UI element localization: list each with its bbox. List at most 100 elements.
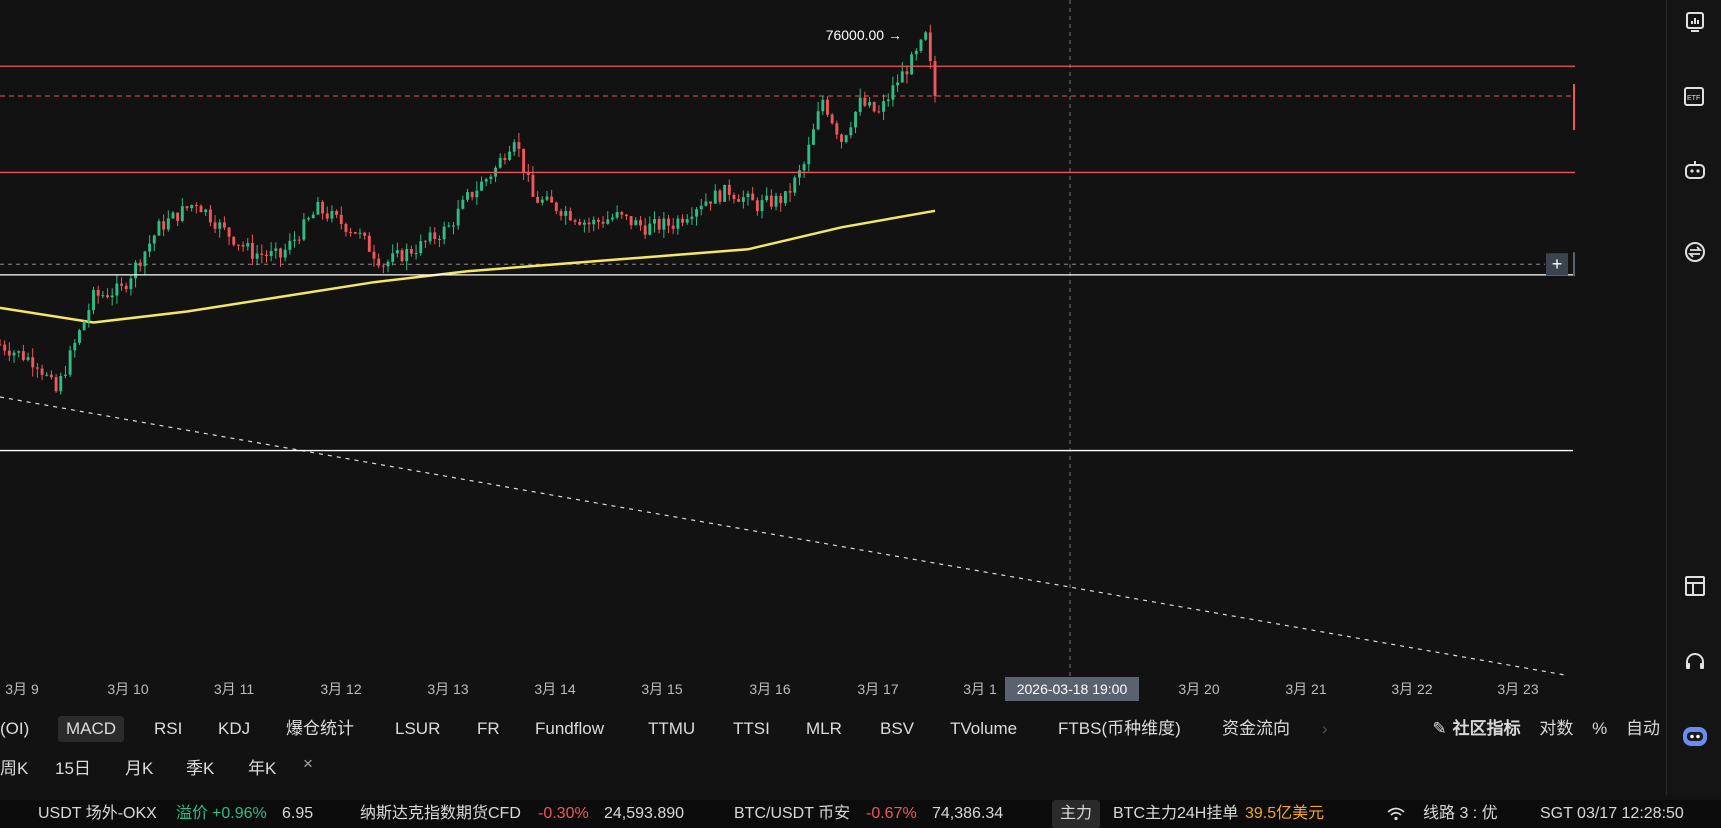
tab-macd[interactable]: MACD — [58, 716, 125, 742]
price-tag-bg — [1573, 84, 1575, 109]
candle-body — [0, 344, 2, 346]
candle-body — [381, 265, 385, 267]
more-tabs-indicator: › — [1322, 719, 1328, 738]
candle-body — [788, 191, 792, 193]
tab-fund-flow-direction[interactable]: 资金流向 — [1222, 719, 1290, 738]
candle-body — [919, 39, 923, 51]
tab-mlr[interactable]: MLR — [806, 719, 842, 738]
etf-icon[interactable]: ETF — [1681, 82, 1709, 110]
assistant-icon[interactable] — [1681, 722, 1709, 750]
candle-body — [601, 221, 605, 224]
candle-body — [653, 218, 656, 224]
x-tick-label: 3月 21 — [1285, 681, 1326, 697]
candle-body — [269, 250, 273, 257]
community-indicators-button[interactable]: 社区指标 — [1452, 719, 1521, 738]
tab-oi[interactable]: (OI) — [0, 719, 30, 738]
candle-body — [779, 195, 783, 204]
edit-icon[interactable]: ✎ — [1432, 719, 1447, 738]
bot-icon[interactable] — [1681, 156, 1709, 184]
grid-lines — [0, 0, 1575, 678]
price-level-lines[interactable] — [0, 65, 1575, 452]
candle-body — [307, 218, 310, 220]
candlestick-chart-svg[interactable]: 76000.0075000.0074000.0073000.0072000.00… — [0, 0, 1575, 705]
log-scale-toggle[interactable]: 对数 — [1539, 719, 1574, 738]
cursor-time-bg — [1005, 677, 1139, 701]
candle-body — [709, 201, 713, 204]
candle-body — [199, 205, 203, 213]
x-tick-label: 3月 9 — [5, 681, 39, 697]
candle-body — [288, 240, 292, 250]
usdt-otc-label[interactable]: USDT 场外-OKX — [38, 805, 157, 822]
candle-body — [854, 111, 857, 128]
candle-body — [395, 250, 399, 254]
main-force-badge: 主力 — [1052, 800, 1101, 828]
candle-body — [886, 99, 890, 102]
btc-label[interactable]: BTC/USDT 币安 — [734, 805, 851, 822]
candle-body — [339, 214, 343, 225]
swap-icon[interactable] — [1681, 238, 1709, 266]
candle-body — [877, 111, 881, 113]
period-year[interactable]: 年K — [248, 759, 277, 778]
tab-bsv[interactable]: BSV — [880, 719, 915, 738]
percent-toggle[interactable]: % — [1592, 719, 1608, 738]
candle-body — [335, 210, 339, 215]
candle-body — [26, 357, 30, 360]
period-15-day[interactable]: 15日 — [55, 759, 91, 778]
candle-body — [428, 232, 432, 242]
candle-body — [17, 351, 21, 353]
period-quarter[interactable]: 季K — [186, 759, 215, 778]
candle-body — [620, 212, 624, 215]
candle-body — [657, 218, 661, 230]
candle-body — [526, 172, 530, 175]
tab-lsur[interactable]: LSUR — [395, 719, 441, 738]
tab-ttsi[interactable]: TTSI — [733, 719, 770, 738]
tab-rsi[interactable]: RSI — [154, 719, 183, 738]
candle-body — [554, 202, 558, 212]
tab-kdj[interactable]: KDJ — [218, 719, 251, 738]
candle-body — [802, 164, 806, 171]
period-week[interactable]: 周K — [0, 759, 29, 778]
tab-fr[interactable]: FR — [477, 719, 500, 738]
candle-body — [461, 199, 465, 209]
close-icon[interactable]: × — [303, 754, 313, 773]
candle-body — [49, 374, 53, 378]
tab-ftbs[interactable]: FTBS(币种维度) — [1058, 719, 1181, 738]
tab-liquidation-stats[interactable]: 爆仓统计 — [286, 719, 354, 738]
candle-body — [690, 216, 694, 219]
candle-body — [31, 357, 35, 368]
x-tick-label: 3月 15 — [641, 681, 682, 697]
candle-body — [625, 214, 628, 217]
candle-body — [610, 217, 614, 220]
add-alert-button[interactable] — [1546, 253, 1568, 276]
premium-label: 溢价 — [176, 805, 209, 822]
right-sidebar: ETF — [1666, 0, 1721, 795]
headset-icon[interactable] — [1681, 648, 1709, 676]
x-tick-label: 3月 14 — [534, 681, 575, 697]
tab-tvolume[interactable]: TVolume — [950, 719, 1018, 738]
candle-body — [797, 170, 801, 178]
price-chart[interactable]: 76000.0075000.0074000.0073000.0072000.00… — [0, 0, 1575, 705]
candle-body — [180, 206, 184, 221]
candle-body — [246, 243, 250, 247]
connection-line-status[interactable]: 线路 3 : 优 — [1423, 805, 1498, 822]
tab-fundflow[interactable]: Fundflow — [535, 719, 604, 738]
high-marker-label: 76000.00 → — [826, 27, 902, 43]
candle-body — [353, 232, 357, 234]
candle-body — [185, 206, 189, 209]
candle-body — [718, 190, 722, 202]
layout-icon[interactable] — [1681, 572, 1709, 600]
info-panel-icon[interactable] — [1681, 8, 1709, 36]
candle-body — [106, 295, 109, 298]
candle-body — [741, 197, 745, 202]
main-force-label[interactable]: BTC主力24H挂单 — [1113, 805, 1239, 822]
x-tick-label: 3月 17 — [857, 681, 898, 697]
candle-body — [251, 243, 254, 259]
candle-body — [840, 134, 843, 142]
x-tick-label: 3月 10 — [107, 681, 148, 697]
tab-ttmu[interactable]: TTMU — [648, 719, 696, 738]
x-tick-label: 3月 23 — [1497, 681, 1538, 697]
nasdaq-label[interactable]: 纳斯达克指数期货CFD — [360, 805, 521, 822]
period-month[interactable]: 月K — [125, 759, 154, 778]
candle-body — [176, 212, 180, 221]
auto-toggle[interactable]: 自动 — [1626, 719, 1660, 738]
